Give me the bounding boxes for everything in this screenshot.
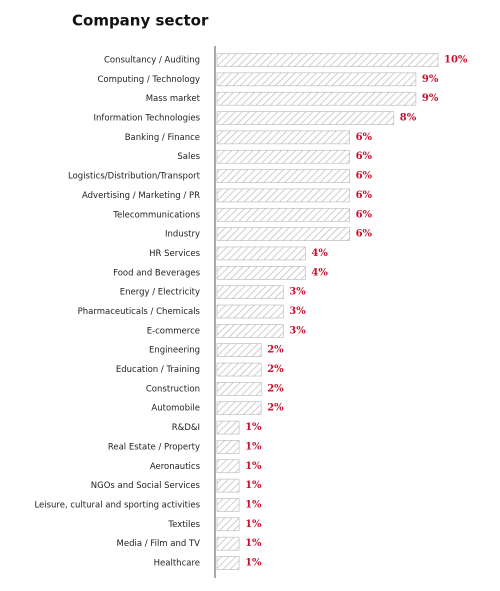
value-label: 3% bbox=[289, 306, 306, 317]
value-label: 2% bbox=[267, 364, 284, 375]
value-label: 2% bbox=[267, 403, 284, 414]
category-label: Telecommunications bbox=[112, 210, 200, 220]
value-label: 3% bbox=[289, 287, 306, 298]
category-label: Media / Film and TV bbox=[117, 539, 201, 549]
category-label: Banking / Finance bbox=[125, 133, 200, 143]
bar bbox=[216, 91, 417, 106]
bar bbox=[216, 188, 350, 203]
value-label: 4% bbox=[311, 267, 328, 278]
category-label: Information Technologies bbox=[93, 114, 200, 124]
category-label: Food and Beverages bbox=[113, 268, 200, 278]
value-label: 1% bbox=[245, 441, 262, 452]
value-label: 2% bbox=[267, 345, 284, 356]
bar bbox=[216, 401, 262, 416]
bar bbox=[216, 459, 240, 474]
category-label: Healthcare bbox=[154, 559, 200, 569]
category-label: Engineering bbox=[149, 346, 200, 356]
category-label: Sales bbox=[177, 152, 200, 162]
value-label: 4% bbox=[311, 248, 328, 259]
bar bbox=[216, 227, 350, 241]
category-label: Pharmaceuticals / Chemicals bbox=[78, 307, 201, 317]
value-label: 6% bbox=[356, 229, 373, 240]
chart-title: Company sector bbox=[72, 12, 209, 30]
category-label: Leisure, cultural and sporting activitie… bbox=[34, 500, 200, 510]
category-label: Automobile bbox=[151, 404, 200, 414]
value-label: 1% bbox=[245, 519, 262, 530]
category-label: NGOs and Social Services bbox=[91, 481, 201, 491]
bar bbox=[216, 130, 350, 145]
bar bbox=[216, 420, 240, 435]
bar bbox=[216, 169, 350, 183]
value-label: 6% bbox=[356, 151, 373, 162]
bar bbox=[216, 111, 395, 125]
bar bbox=[216, 53, 439, 67]
value-label: 9% bbox=[422, 74, 439, 85]
category-label: Industry bbox=[165, 230, 200, 240]
value-label: 6% bbox=[356, 209, 373, 220]
bar bbox=[216, 556, 240, 570]
value-label: 1% bbox=[245, 558, 262, 569]
bar bbox=[216, 207, 350, 222]
category-label: Advertising / Marketing / PR bbox=[82, 191, 200, 201]
bar bbox=[216, 72, 417, 87]
category-label: Energy / Electricity bbox=[120, 288, 200, 298]
value-label: 6% bbox=[356, 132, 373, 143]
category-label: Aeronautics bbox=[150, 462, 201, 472]
category-label: Textiles bbox=[167, 520, 200, 530]
bar bbox=[216, 324, 284, 338]
bar bbox=[216, 343, 262, 357]
category-label: Mass market bbox=[146, 94, 201, 104]
bar bbox=[216, 149, 350, 164]
category-label: Education / Training bbox=[116, 365, 200, 375]
value-label: 3% bbox=[289, 325, 306, 336]
bar bbox=[216, 517, 240, 532]
bar bbox=[216, 440, 240, 454]
bar bbox=[216, 266, 306, 280]
category-label: R&D&I bbox=[172, 423, 200, 433]
bar bbox=[216, 246, 306, 261]
category-label: HR Services bbox=[149, 249, 200, 259]
category-label: Construction bbox=[146, 384, 200, 394]
category-label: Logistics/Distribution/Transport bbox=[68, 172, 201, 182]
value-label: 2% bbox=[267, 383, 284, 394]
value-label: 1% bbox=[245, 499, 262, 510]
bar bbox=[216, 362, 262, 377]
category-label: Real Estate / Property bbox=[108, 442, 200, 452]
value-label: 10% bbox=[444, 55, 468, 66]
bar bbox=[216, 304, 284, 319]
value-label: 1% bbox=[245, 422, 262, 433]
value-label: 6% bbox=[356, 171, 373, 182]
bar bbox=[216, 285, 284, 299]
bar bbox=[216, 498, 240, 512]
value-label: 9% bbox=[422, 93, 439, 104]
value-label: 1% bbox=[245, 538, 262, 549]
bar bbox=[216, 536, 240, 551]
category-label: E-commerce bbox=[147, 326, 200, 336]
category-label: Consultancy / Auditing bbox=[104, 56, 200, 66]
value-label: 1% bbox=[245, 480, 262, 491]
bar bbox=[216, 382, 262, 396]
value-label: 1% bbox=[245, 461, 262, 472]
value-label: 8% bbox=[400, 113, 417, 124]
bar bbox=[216, 478, 240, 493]
value-label: 6% bbox=[356, 190, 373, 201]
category-label: Computing / Technology bbox=[97, 75, 200, 85]
